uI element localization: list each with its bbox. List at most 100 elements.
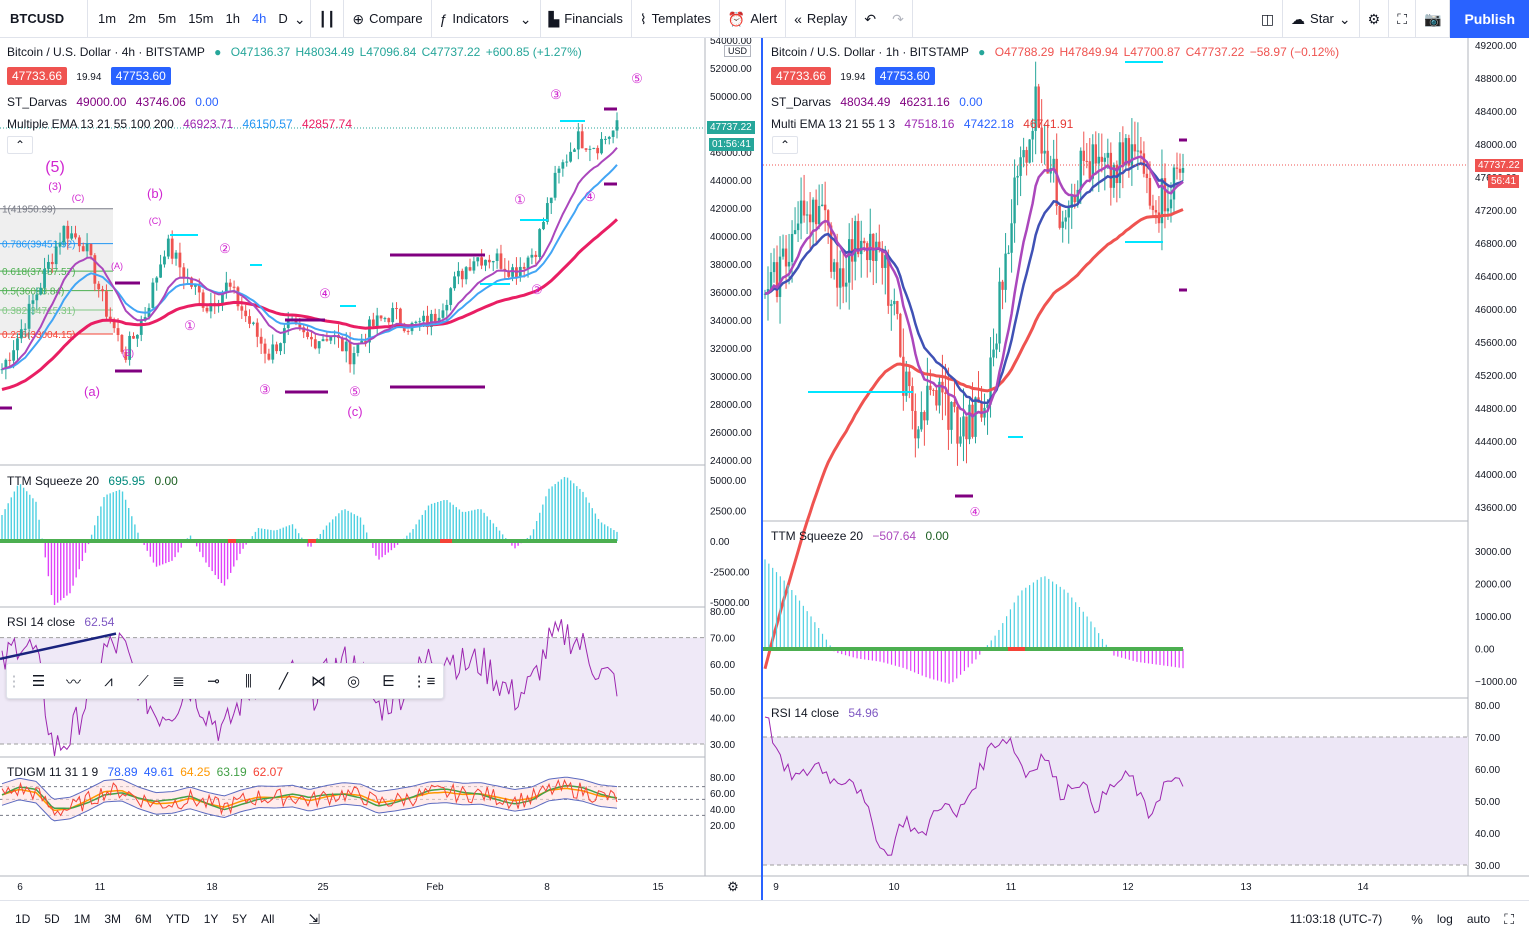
rsi-y-tick: 70.00 bbox=[710, 634, 735, 645]
line-tool-icon[interactable]: ╱ bbox=[278, 673, 289, 690]
elliott-wave-label: ⑤ bbox=[349, 384, 361, 399]
rsi-band bbox=[763, 737, 1468, 865]
candle-body bbox=[588, 148, 592, 150]
elliott-wave-label: ⑤ bbox=[631, 71, 643, 86]
candle-body bbox=[429, 313, 433, 328]
star-button[interactable]: ☁ Star ⌄ bbox=[1283, 0, 1360, 38]
collapse-legend-button[interactable]: ⌃ bbox=[7, 136, 33, 154]
right-symbol-title: Bitcoin / U.S. Dollar · 1h · BITSTAMP bbox=[771, 45, 969, 59]
auto-toggle[interactable]: auto bbox=[1466, 912, 1491, 926]
chart-type-button[interactable]: ┃┃ bbox=[311, 0, 345, 38]
candle-body bbox=[163, 256, 166, 265]
fib-level-label: 0.382(34715.31) bbox=[2, 306, 75, 317]
redo-button[interactable]: ↷ bbox=[884, 0, 913, 38]
left-chart-canvas[interactable]: 54000.0052000.0050000.0048000.0046000.00… bbox=[0, 38, 761, 900]
cycle-tool-icon[interactable]: ◎ bbox=[346, 673, 361, 690]
candle-body bbox=[1058, 205, 1061, 228]
goto-date-icon[interactable]: ⇲ bbox=[308, 910, 321, 927]
range-5d[interactable]: 5D bbox=[44, 912, 60, 926]
settings-button[interactable]: ⚙ bbox=[1360, 0, 1390, 38]
financials-button[interactable]: ▙ Financials bbox=[541, 0, 632, 38]
snapshot-button[interactable]: 📷 bbox=[1416, 0, 1451, 38]
percent-toggle[interactable]: % bbox=[1411, 911, 1423, 927]
left-spread: 19.94 bbox=[76, 72, 102, 83]
chevron-down-icon[interactable]: ⌄ bbox=[293, 10, 306, 27]
compare-button[interactable]: ⊕ Compare bbox=[344, 0, 432, 38]
bars-tool-icon[interactable]: ⫼ bbox=[245, 672, 252, 690]
publish-button[interactable]: Publish bbox=[1450, 0, 1529, 38]
indicators-button[interactable]: ƒ Indicators ⌄ bbox=[432, 0, 541, 38]
log-toggle[interactable]: log bbox=[1436, 912, 1453, 926]
candle-body bbox=[1172, 167, 1176, 200]
symbol-search[interactable]: BTCUSD bbox=[0, 0, 88, 38]
left-bid-button[interactable]: 47733.66 bbox=[7, 67, 68, 85]
range-1y[interactable]: 1Y bbox=[203, 912, 219, 926]
abc-pattern-tool-icon[interactable]: ⩘ bbox=[104, 672, 113, 690]
alert-button[interactable]: ⏰ Alert bbox=[720, 0, 787, 38]
tdi-mid-line bbox=[1, 787, 618, 812]
candle-body bbox=[1022, 150, 1025, 158]
rsi-y-tick: 50.00 bbox=[710, 687, 735, 698]
candle-body bbox=[829, 225, 833, 272]
right-ask-button[interactable]: 47753.60 bbox=[874, 67, 935, 85]
right-ema-legend: Multi EMA 13 21 55 1 3 47518.16 47422.18… bbox=[771, 117, 1074, 131]
left-rsi-legend: RSI 14 close 62.54 bbox=[7, 615, 115, 629]
candle-body bbox=[1070, 195, 1073, 208]
wave-tool-icon[interactable]: 〰 bbox=[65, 673, 81, 691]
function-icon: ƒ bbox=[439, 10, 448, 27]
pattern-tool-icon[interactable]: ⋈ bbox=[311, 673, 326, 690]
left-y-tick: 42000.00 bbox=[710, 204, 752, 215]
horizontal-ray-tool-icon[interactable]: ⊸ bbox=[207, 673, 220, 690]
left-ask-button[interactable]: 47753.60 bbox=[110, 67, 171, 85]
candle-body bbox=[364, 340, 367, 343]
rewind-icon: « bbox=[794, 10, 802, 27]
interval-5m[interactable]: 5m bbox=[158, 11, 177, 26]
candle-body bbox=[4, 359, 8, 370]
range-6m[interactable]: 6M bbox=[135, 912, 152, 926]
chart-divider[interactable] bbox=[761, 38, 763, 900]
fib-tool-icon[interactable]: ≣ bbox=[172, 673, 185, 690]
right-status-dot: ● bbox=[978, 45, 986, 59]
settings-list-tool-icon[interactable]: ⋮≡ bbox=[411, 673, 436, 690]
fib-retracement-tool-icon[interactable]: ⋿ bbox=[381, 673, 396, 690]
right-chart-canvas[interactable]: 49200.0048800.0048400.0048000.0047600.00… bbox=[763, 38, 1529, 900]
templates-button[interactable]: ⌇ Templates bbox=[632, 0, 720, 38]
range-1m[interactable]: 1M bbox=[73, 912, 91, 926]
candle-body bbox=[31, 300, 35, 304]
interval-15m[interactable]: 15m bbox=[188, 11, 214, 26]
range-1d[interactable]: 1D bbox=[15, 912, 31, 926]
range-ytd[interactable]: YTD bbox=[165, 912, 190, 926]
drag-handle-icon[interactable]: ⋮ bbox=[6, 673, 22, 690]
ttm-y-tick: 5000.00 bbox=[710, 476, 747, 487]
templates-icon: ⌇ bbox=[639, 10, 647, 27]
range-5y[interactable]: 5Y bbox=[232, 912, 248, 926]
interval-4h[interactable]: 4h bbox=[251, 11, 267, 26]
candle-body bbox=[1094, 144, 1097, 164]
range-3m[interactable]: 3M bbox=[104, 912, 122, 926]
right-bid-button[interactable]: 47733.66 bbox=[771, 67, 832, 85]
interval-1h[interactable]: 1h bbox=[225, 11, 240, 26]
layout-button[interactable]: ◫ bbox=[1253, 0, 1284, 38]
fullscreen-icon[interactable]: ⛶ bbox=[1504, 910, 1514, 927]
candle-body bbox=[962, 416, 965, 437]
trend-line-tool-icon[interactable]: ⟋ bbox=[138, 672, 149, 690]
elliott-wave-label: (B) bbox=[122, 348, 134, 358]
interval-d[interactable]: D bbox=[278, 11, 288, 26]
horizontal-lines-tool-icon[interactable]: ☰ bbox=[31, 673, 46, 690]
candle-body bbox=[841, 268, 845, 287]
candle-body bbox=[986, 404, 989, 408]
undo-button[interactable]: ↶ bbox=[856, 0, 884, 38]
fullscreen-button[interactable]: ⛶ bbox=[1389, 0, 1416, 38]
right-x-tick: 12 bbox=[1122, 882, 1134, 893]
replay-button[interactable]: «Replay bbox=[786, 0, 857, 38]
interval-2m[interactable]: 2m bbox=[128, 11, 147, 26]
clock-time[interactable]: 11:03:18 (UTC-7) bbox=[1289, 912, 1383, 926]
candle-body bbox=[128, 335, 132, 360]
right-collapse-legend-button[interactable]: ⌃ bbox=[772, 136, 798, 154]
bar-chart-icon: ▙ bbox=[548, 10, 560, 27]
interval-1m[interactable]: 1m bbox=[98, 11, 117, 26]
candle-body bbox=[884, 255, 887, 268]
candle-body bbox=[395, 308, 398, 310]
candle-body bbox=[193, 285, 197, 287]
range-all[interactable]: All bbox=[261, 912, 275, 926]
